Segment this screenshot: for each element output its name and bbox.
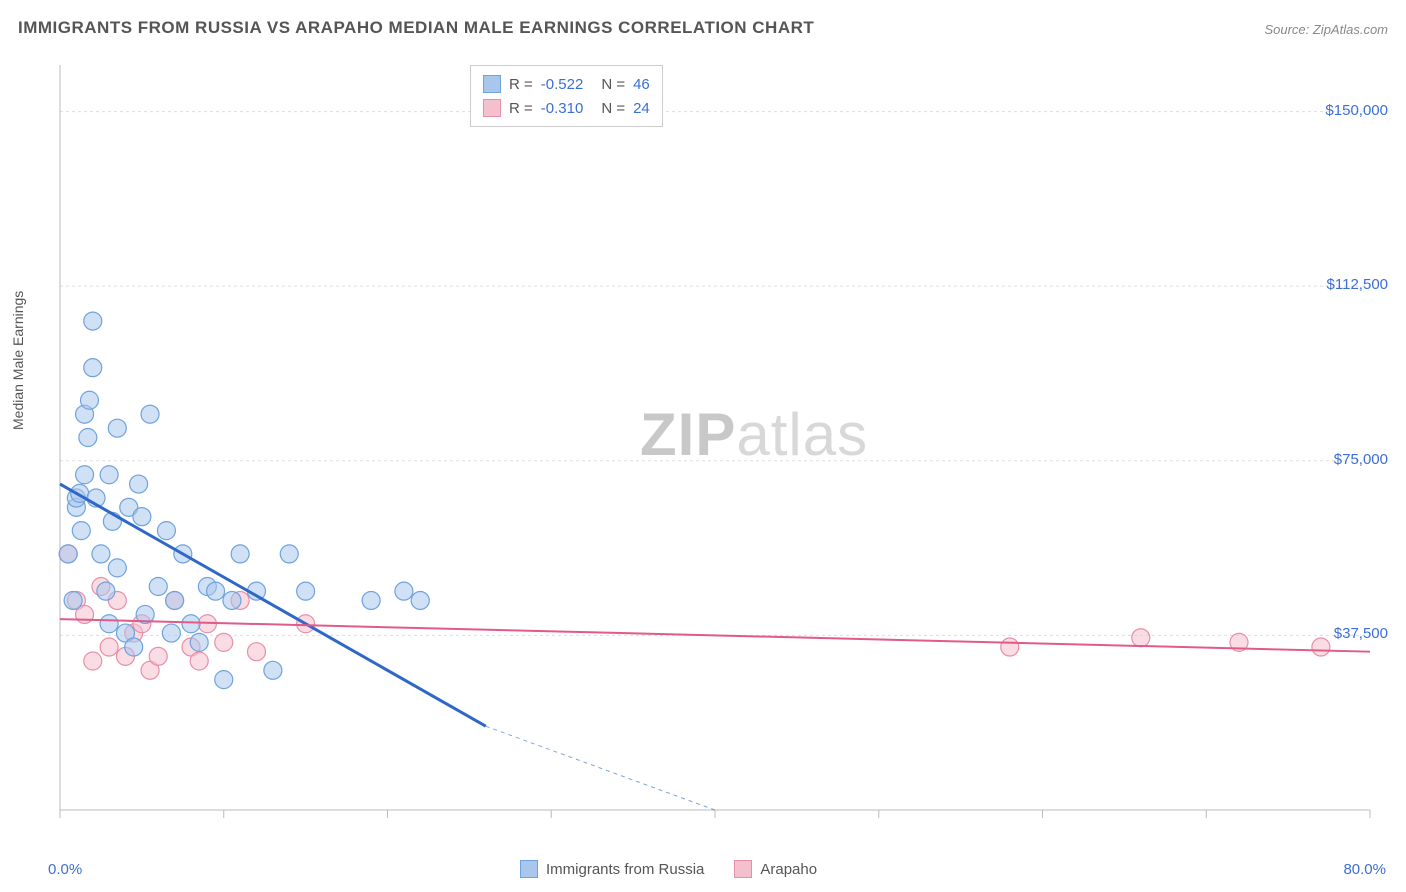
scatter-plot	[50, 60, 1390, 840]
swatch-icon	[520, 860, 538, 878]
legend-label-0: Immigrants from Russia	[546, 861, 704, 878]
n-value-0: 46	[633, 76, 650, 93]
swatch-icon	[734, 860, 752, 878]
r-label: R =	[509, 100, 533, 117]
legend-series: Immigrants from Russia Arapaho	[520, 860, 817, 878]
legend-item-1: Arapaho	[734, 860, 817, 878]
y-axis-label: Median Male Earnings	[10, 291, 26, 430]
r-value-0: -0.522	[541, 76, 584, 93]
chart-title: IMMIGRANTS FROM RUSSIA VS ARAPAHO MEDIAN…	[18, 18, 814, 38]
y-tick-label: $75,000	[1334, 451, 1388, 468]
legend-item-0: Immigrants from Russia	[520, 860, 704, 878]
n-value-1: 24	[633, 100, 650, 117]
y-tick-label: $112,500	[1327, 276, 1388, 293]
y-tick-label: $150,000	[1325, 102, 1388, 119]
legend-row-0: R = -0.522 N = 46	[483, 72, 650, 96]
y-tick-label: $37,500	[1334, 625, 1388, 642]
x-tick-max: 80.0%	[1343, 861, 1386, 878]
legend-row-1: R = -0.310 N = 24	[483, 96, 650, 120]
legend-correlation: R = -0.522 N = 46 R = -0.310 N = 24	[470, 65, 663, 127]
x-tick-min: 0.0%	[48, 861, 82, 878]
swatch-series-1	[483, 99, 501, 117]
legend-label-1: Arapaho	[760, 861, 817, 878]
swatch-series-0	[483, 75, 501, 93]
r-value-1: -0.310	[541, 100, 584, 117]
r-label: R =	[509, 76, 533, 93]
n-label: N =	[601, 100, 625, 117]
n-label: N =	[601, 76, 625, 93]
source-label: Source: ZipAtlas.com	[1264, 22, 1388, 37]
